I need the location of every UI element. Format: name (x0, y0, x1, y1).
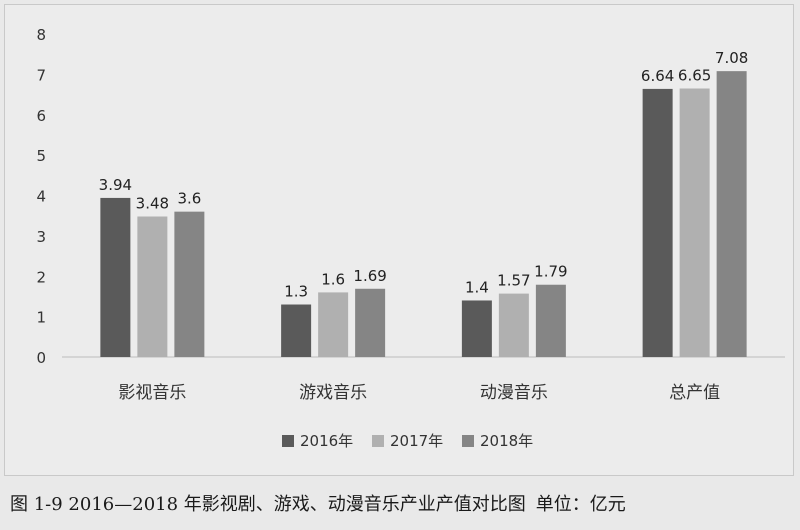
data-label: 1.6 (321, 270, 345, 288)
data-label: 6.65 (678, 67, 711, 85)
bar (137, 216, 168, 357)
data-label: 3.94 (99, 176, 132, 194)
data-label: 1.4 (465, 278, 489, 296)
y-tick-label: 7 (36, 66, 46, 84)
legend-swatch (282, 435, 294, 447)
y-tick-label: 8 (36, 26, 46, 44)
bar (535, 284, 566, 357)
y-tick-label: 5 (36, 147, 46, 165)
bar (174, 211, 205, 357)
y-tick-label: 3 (36, 228, 46, 246)
data-label: 1.79 (534, 263, 567, 281)
x-tick-label: 总产值 (669, 383, 720, 403)
y-tick-label: 6 (36, 107, 46, 125)
legend-swatch (462, 435, 474, 447)
x-tick-label: 游戏音乐 (299, 383, 367, 403)
x-tick-label: 动漫音乐 (480, 383, 548, 403)
y-tick-label: 0 (36, 349, 46, 367)
legend-label: 2016年 (300, 432, 353, 450)
bar (100, 197, 131, 357)
bar (461, 300, 492, 357)
data-label: 6.64 (641, 67, 674, 85)
y-tick-label: 4 (36, 188, 46, 206)
data-label: 7.08 (715, 49, 748, 67)
y-tick-label: 2 (36, 268, 46, 286)
data-label: 3.48 (136, 194, 169, 212)
bar (498, 293, 529, 357)
legend-label: 2018年 (480, 432, 533, 450)
bar (318, 292, 349, 357)
data-label: 1.69 (353, 267, 386, 285)
figure-caption: 图 1-9 2016—2018 年影视剧、游戏、动漫音乐产业产值对比图 单位：亿… (10, 488, 790, 518)
bar (355, 288, 386, 357)
data-label: 3.6 (177, 190, 201, 208)
legend-swatch (372, 435, 384, 447)
bar-chart: 0 1 2 3 4 5 6 7 8 3.943.48 3.6 影视音乐 1.3 1.6 1.69 游戏音乐 1.… (36, 26, 785, 450)
data-label: 1.57 (497, 272, 530, 290)
x-tick-label: 影视音乐 (118, 383, 186, 403)
bar (679, 88, 710, 357)
bar (281, 304, 312, 357)
bar (716, 71, 747, 358)
data-label: 1.3 (284, 283, 308, 301)
y-tick-label: 1 (36, 309, 46, 327)
legend-label: 2017年 (390, 432, 443, 450)
caption-unit: 单位：亿元 (535, 494, 626, 515)
caption-text: 图 1-9 2016—2018 年影视剧、游戏、动漫音乐产业产值对比图 (10, 494, 526, 515)
bar (642, 88, 673, 357)
